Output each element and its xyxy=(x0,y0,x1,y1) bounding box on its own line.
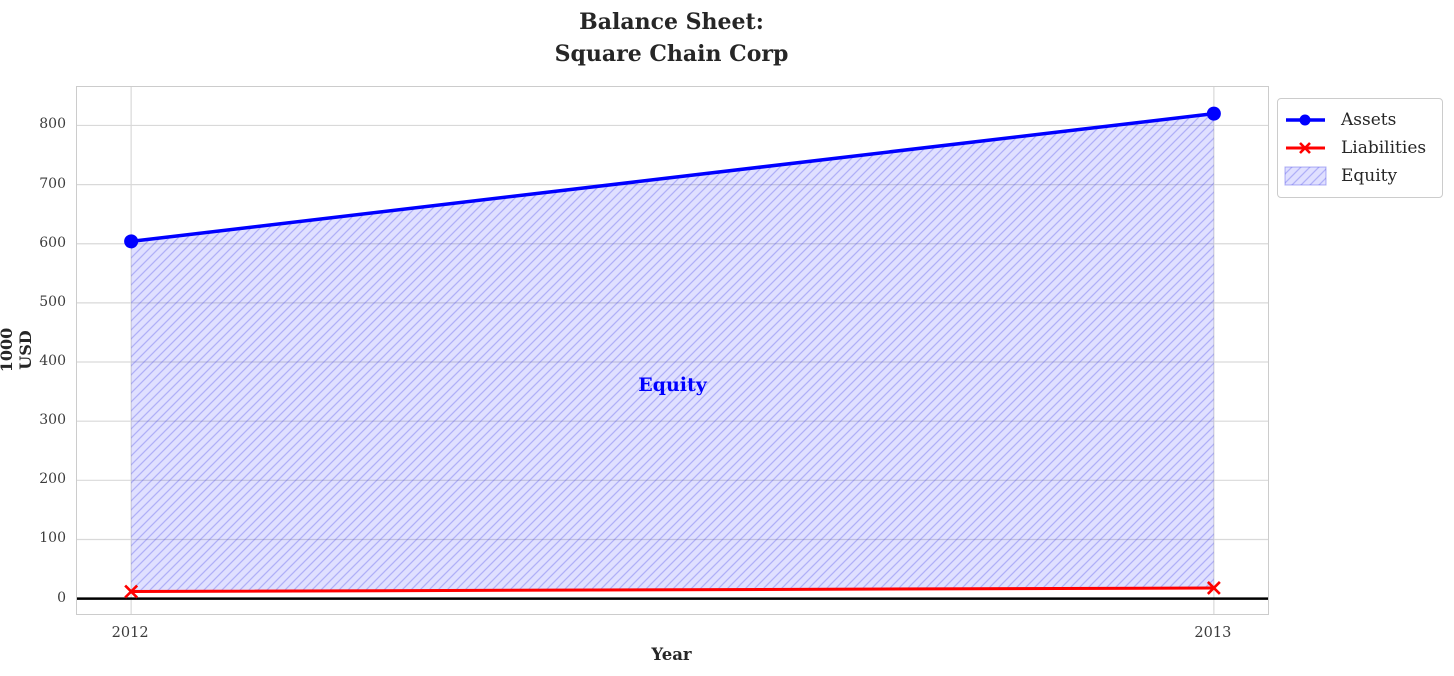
y-tick-label: 100 xyxy=(39,530,66,547)
x-tick-label: 2012 xyxy=(111,625,149,641)
liabilities-line-swatch xyxy=(1286,142,1325,154)
y-tick-label: 200 xyxy=(39,471,66,488)
chart-title: Balance Sheet: Square Chain Corp xyxy=(554,9,789,67)
equity-patch-swatch xyxy=(1284,166,1327,186)
y-tick-label: 600 xyxy=(39,234,66,251)
legend-label-equity: Equity xyxy=(1341,166,1398,186)
assets-line-swatch xyxy=(1286,114,1325,126)
liabilities-line xyxy=(129,586,1216,594)
plot-area: Equity xyxy=(76,86,1269,615)
liabilities-marker xyxy=(1206,581,1221,595)
equity-fill-area xyxy=(131,113,1214,592)
y-axis-title: 1000 USD xyxy=(0,327,35,373)
assets-marker xyxy=(1206,106,1221,121)
plot-canvas xyxy=(77,87,1268,614)
legend-item-liabilities: Liabilities xyxy=(1284,134,1434,162)
y-tick-label: 400 xyxy=(39,353,66,370)
legend-label-assets: Assets xyxy=(1341,110,1397,130)
equity-area-label: Equity xyxy=(638,373,707,396)
y-tick-label: 300 xyxy=(39,412,66,429)
assets-line xyxy=(129,111,1216,244)
legend: Assets Liabilities Equity xyxy=(1277,98,1443,198)
y-tick-label: 800 xyxy=(39,116,66,133)
legend-item-assets: Assets xyxy=(1284,106,1434,134)
legend-item-equity: Equity xyxy=(1284,162,1434,190)
assets-marker xyxy=(124,234,139,249)
x-tick-label: 2013 xyxy=(1194,625,1232,641)
x-axis-title: Year xyxy=(651,645,692,664)
y-tick-label: 0 xyxy=(57,589,66,606)
y-tick-label: 500 xyxy=(39,293,66,310)
legend-label-liabilities: Liabilities xyxy=(1341,138,1427,158)
liabilities-marker xyxy=(124,584,139,599)
y-tick-label: 700 xyxy=(39,175,66,192)
